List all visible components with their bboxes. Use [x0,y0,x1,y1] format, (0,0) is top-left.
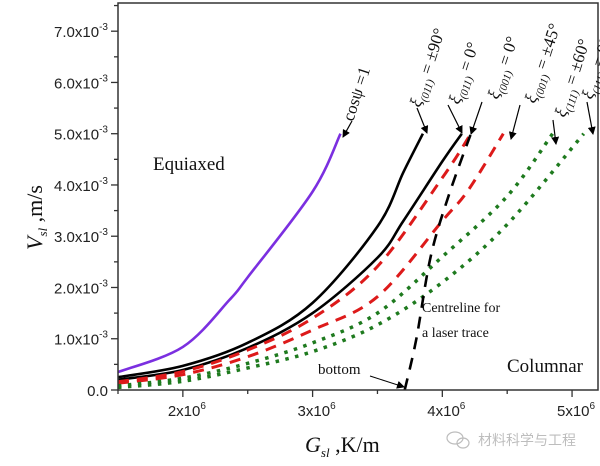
x-tick-label: 2x106 [168,401,207,420]
annotation-bottom: bottom [318,362,361,378]
bottom-arrow [369,375,405,389]
curve-label-2: ξ(011) = ±90° [406,26,449,134]
curve-label-arrow [469,101,483,135]
x-axis-label: Gsl ,K/m [305,432,380,460]
series-line-4 [117,132,473,384]
y-tick-label: 5.0x10-3 [54,125,108,144]
x-tick-label: 3x106 [298,401,337,420]
tick-layer: 0.0 1.0x10-3 2.0x10-3 3.0x10-3 4.0x10-3 5.0x1… [54,4,596,420]
series-line-2 [117,133,425,379]
y-tick-label: 2.0x10-3 [54,278,108,297]
watermark-text: 材料科学与工程 [478,433,576,449]
x-tick-label: 5x106 [557,401,596,420]
annotation-columnar: Columnar [507,356,584,377]
watermark: 材料科学与工程 [446,431,576,449]
svg-text:cosψ =1: cosψ =1 [339,64,374,123]
curve-label-arrow [508,104,521,140]
svg-text:ξ(001) = 0°: ξ(001) = 0° [484,34,526,102]
curve-label-arrow [342,120,353,138]
series-line-7 [117,132,586,390]
curve-label-arrow [586,101,596,135]
wechat-icon [446,431,470,449]
curve-label-7: ξ(111) = 0° [578,36,600,135]
y-tick-label: 6.0x10-3 [54,73,108,92]
x-tick-label: 4x106 [427,401,466,420]
series-line-8 [403,133,473,391]
curve-label-1: cosψ =1 [339,64,374,138]
svg-text:ξ(111) = ±60°: ξ(111) = ±60° [551,37,598,121]
svg-text:ξ(011) = 0°: ξ(011) = 0° [445,40,487,108]
curve-label-arrow [447,104,463,134]
y-tick-label: 7.0x10-3 [54,22,108,41]
series-line-6 [117,132,555,388]
curve-label-arrow [551,119,560,145]
y-tick-label: 0.0 [87,383,108,400]
svg-text:ξ(001) = ±45°: ξ(001) = ±45° [521,21,568,106]
annotation-centreline-line2: a laser trace [422,326,489,341]
y-tick-label: 3.0x10-3 [54,227,108,246]
curve-label-3: ξ(011) = 0° [445,40,487,134]
label-layer: cosψ =1ξ(011) = ±90°ξ(011) = 0°ξ(001) = … [339,21,600,145]
series-line-3 [117,132,463,382]
y-tick-label: 4.0x10-3 [54,176,108,195]
y-tick-label: 1.0x10-3 [54,330,108,349]
series-line-1 [117,133,342,374]
curve-label-5: ξ(001) = ±45° [508,21,568,140]
annotation-equiaxed: Equiaxed [153,154,225,175]
plot-frame [117,2,599,391]
annotation-centreline-line1: Centreline for [422,301,500,316]
y-axis-label: Vsl ,m/s [22,185,50,250]
curve-label-arrow [416,107,429,134]
series-layer [117,132,586,391]
